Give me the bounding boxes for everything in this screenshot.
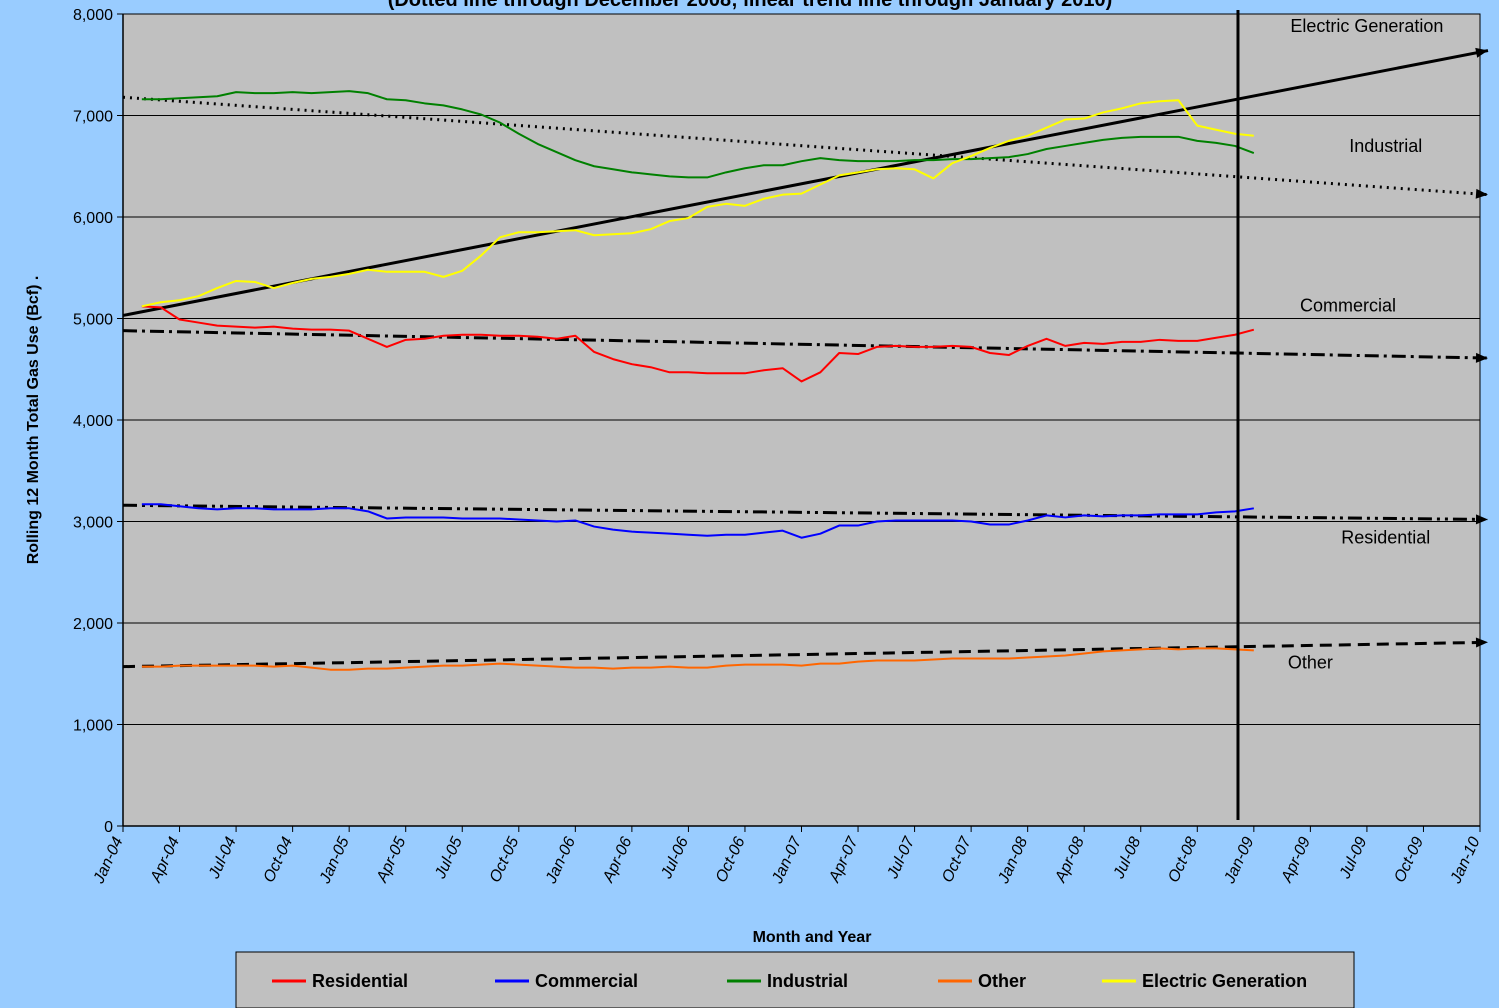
legend-box bbox=[235, 951, 1355, 1008]
legend: Residential Commercial Industrial Other Elec… bbox=[235, 951, 1355, 1008]
grid-lines bbox=[123, 115, 1480, 725]
x-tick-label: Oct-05 bbox=[487, 834, 523, 885]
x-tick-label: Oct-08 bbox=[1165, 834, 1201, 885]
x-tick-label: Jan-07 bbox=[769, 834, 806, 887]
legend-label: Industrial bbox=[767, 971, 848, 991]
x-tick-label: Oct-04 bbox=[261, 834, 297, 885]
x-tick-label: Apr-04 bbox=[147, 834, 183, 885]
x-tick-label: Jan-05 bbox=[316, 834, 353, 887]
trend-arrowhead bbox=[1475, 637, 1488, 648]
y-axis-title: Rolling 12 Month Total Gas Use (Bcf) . bbox=[25, 276, 42, 565]
trend-arrowhead bbox=[1475, 188, 1488, 199]
x-tick-label: Jul-05 bbox=[432, 834, 466, 882]
x-tick-label: Oct-09 bbox=[1391, 834, 1427, 885]
y-tick-label: 7,000 bbox=[73, 109, 113, 126]
annotations: Electric Generation Industrial Commercial R… bbox=[1288, 16, 1444, 672]
legend-label: Commercial bbox=[535, 971, 638, 991]
series-line bbox=[141, 503, 1254, 539]
y-tick-label: 0 bbox=[104, 819, 113, 836]
trend-line bbox=[122, 49, 1489, 317]
series-line bbox=[141, 305, 1255, 383]
x-tick-label: Apr-07 bbox=[826, 834, 862, 886]
legend-label: Electric Generation bbox=[1142, 971, 1307, 991]
series-line bbox=[141, 99, 1254, 308]
x-tick-label: Apr-08 bbox=[1052, 834, 1088, 885]
series-annotation: Electric Generation bbox=[1290, 16, 1443, 36]
x-tick-label: Jan-10 bbox=[1447, 834, 1484, 887]
y-tick-label: 1,000 bbox=[73, 718, 113, 735]
series-annotation: Residential bbox=[1341, 528, 1430, 548]
y-tick-label: 8,000 bbox=[73, 7, 113, 24]
y-tick-label: 5,000 bbox=[73, 312, 113, 329]
chart-title: (Dotted line through December 2008; line… bbox=[388, 0, 1113, 11]
x-tick-label: Jul-04 bbox=[205, 834, 239, 882]
x-tick-label: Oct-06 bbox=[713, 834, 749, 885]
trend-line bbox=[122, 329, 1489, 360]
x-tick-label: Jan-04 bbox=[90, 834, 127, 887]
trend-lines bbox=[122, 47, 1489, 669]
trend-arrowhead bbox=[1475, 47, 1488, 58]
x-tick-label: Jul-08 bbox=[1110, 834, 1144, 882]
x-tick-label: Apr-05 bbox=[373, 834, 409, 885]
series-annotation: Industrial bbox=[1349, 136, 1422, 156]
x-tick-label: Jan-06 bbox=[542, 834, 579, 887]
trend-arrowhead bbox=[1475, 514, 1488, 525]
trend-arrowhead bbox=[1475, 352, 1488, 363]
series-line bbox=[141, 647, 1254, 671]
x-tick-label: Apr-09 bbox=[1278, 834, 1314, 885]
series-annotation: Commercial bbox=[1300, 295, 1396, 315]
series-line bbox=[141, 90, 1255, 179]
x-tick-label: Apr-06 bbox=[599, 834, 635, 885]
legend-label: Residential bbox=[312, 971, 408, 991]
x-axis-title: Month and Year bbox=[753, 929, 872, 946]
series-annotation: Other bbox=[1288, 653, 1333, 673]
x-tick-label: Oct-07 bbox=[939, 834, 975, 886]
y-tick-label: 2,000 bbox=[73, 616, 113, 633]
y-tick-label: 3,000 bbox=[73, 515, 113, 532]
legend-label: Other bbox=[978, 971, 1026, 991]
series-lines bbox=[141, 90, 1255, 671]
x-tick-label: Jul-09 bbox=[1336, 834, 1370, 882]
x-tick-label: Jul-06 bbox=[658, 834, 692, 882]
y-tick-label: 4,000 bbox=[73, 413, 113, 430]
x-tick-label: Jul-07 bbox=[884, 834, 919, 883]
x-tick-label: Jan-08 bbox=[995, 834, 1032, 887]
x-tick-label: Jan-09 bbox=[1221, 834, 1258, 887]
y-tick-label: 6,000 bbox=[73, 210, 113, 227]
